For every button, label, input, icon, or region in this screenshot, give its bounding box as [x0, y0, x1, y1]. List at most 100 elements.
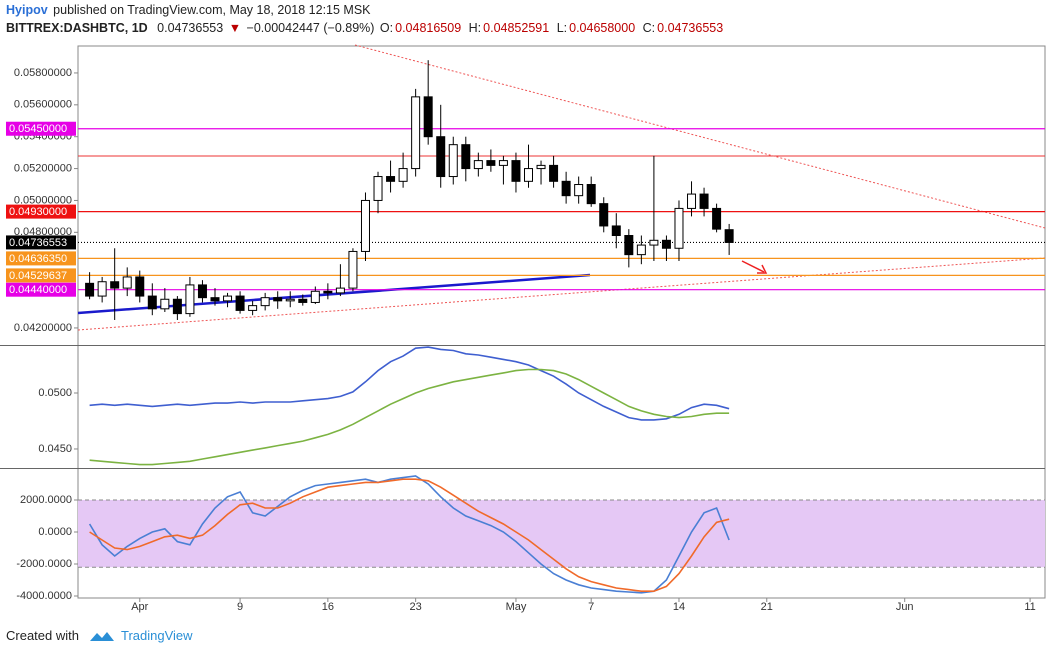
candle-body [373, 176, 383, 201]
candle-body [85, 282, 95, 297]
candle-body [411, 96, 421, 170]
candle-body [273, 297, 283, 302]
level-label-bg [6, 268, 76, 283]
level-label-bg [6, 282, 76, 297]
plot-frame [77, 45, 1046, 599]
y-tick-label: 0.04800000 [14, 226, 72, 238]
candle-body [223, 295, 233, 302]
candle-body [285, 298, 295, 302]
x-tick-label: May [506, 601, 527, 613]
arrow-head [757, 264, 768, 274]
created-with: Created with [6, 628, 79, 643]
candle-body [235, 295, 245, 311]
candle-body [611, 225, 621, 237]
x-tick-label: 21 [761, 601, 773, 613]
candle-body [524, 168, 533, 182]
candle-body [473, 160, 483, 170]
y-tick-label: 0.05800000 [14, 67, 72, 79]
x-tick-label: 11 [1024, 601, 1035, 613]
candle-body [599, 203, 609, 227]
y-tick-label: 2000.0000 [20, 494, 72, 506]
h-label: H: [468, 21, 482, 35]
h-value: 0.04852591 [483, 21, 550, 35]
level-label-bg [6, 235, 76, 250]
candle-body [323, 290, 333, 294]
x-tick-label: 7 [588, 601, 594, 613]
candle-body [122, 276, 132, 289]
candle-body [687, 193, 697, 209]
ohlc: L: 0.04658000 [557, 21, 637, 35]
candle-body [712, 207, 722, 230]
y-tick-label: 0.05200000 [14, 162, 72, 174]
ohlc: O: 0.04816509 [380, 21, 463, 35]
published: published on TradingView.com, May 18, 20… [53, 3, 371, 17]
band-layer [78, 499, 1045, 568]
level-label: 0.04930000 [9, 206, 67, 218]
candle-body [436, 136, 446, 178]
candle-body [423, 96, 433, 138]
level-label: 0.05450000 [9, 123, 67, 135]
author: Hyipov [6, 3, 48, 17]
level-label-bg [6, 121, 76, 136]
l-value: 0.04658000 [569, 21, 636, 35]
footer: Created with TradingView [6, 628, 193, 643]
candle-body [335, 287, 345, 294]
candle-body [210, 297, 220, 302]
candle-body [636, 244, 646, 256]
candle-body [624, 235, 634, 256]
level-label: 0.04736553 [9, 237, 67, 249]
candle-body [248, 305, 258, 311]
candle-body [360, 199, 370, 252]
candle-body [549, 164, 559, 182]
candle-body [147, 295, 157, 310]
candle-body [536, 164, 546, 170]
level-label-bg [6, 204, 76, 219]
c-label: C: [642, 21, 656, 35]
candle-body [135, 276, 145, 297]
candle-body [498, 160, 508, 166]
x-tick-label: Apr [131, 601, 148, 613]
candle-body [172, 298, 182, 315]
brand[interactable]: TradingView [120, 628, 193, 643]
marks: Apr 9 16 23 May 7 14 21 Jun 11 0.04200000 0.0480000… [6, 60, 1045, 613]
x-tick-label: 16 [322, 601, 334, 613]
arrow [741, 260, 765, 273]
x-tick-label: 9 [237, 601, 243, 613]
candle-body [461, 144, 471, 170]
level-label: 0.04440000 [9, 284, 67, 296]
y-tick-label: 0.05000000 [14, 194, 72, 206]
candle-body [661, 239, 671, 249]
candle-body [699, 193, 709, 209]
ohlc: H: 0.04852591 [469, 21, 552, 35]
trend-line [77, 257, 1046, 331]
y-tick-label: 0.0500 [38, 387, 72, 399]
y-tick-label: -4000.0000 [16, 590, 72, 602]
candle-body [298, 298, 308, 303]
candle-body [398, 168, 408, 182]
y-tick-label: 0.05600000 [14, 99, 72, 111]
candle-body [486, 160, 496, 166]
series-line [89, 346, 730, 421]
candle-body [185, 284, 195, 315]
candle-body [348, 250, 358, 289]
candle-body [511, 160, 521, 182]
candle-body [574, 184, 584, 197]
c-value: 0.04736553 [657, 21, 724, 35]
y-tick-label: 0.0000 [38, 526, 72, 538]
candle-body [310, 290, 320, 303]
candle-body [674, 207, 684, 249]
candle-body [649, 239, 659, 246]
o-value: 0.04816509 [395, 21, 462, 35]
candle-body [586, 184, 596, 205]
candle-body [160, 298, 170, 310]
ohlc: C: 0.04736553 [643, 21, 726, 35]
x-tick-label: 14 [673, 601, 685, 613]
trend-line [354, 44, 1046, 229]
arrow: ▼ [228, 21, 242, 35]
logo [89, 631, 114, 641]
candle-body [386, 176, 396, 182]
header-line: Hyipov published on TradingView.com, May… [6, 3, 373, 17]
x-tick-label: 23 [410, 601, 422, 613]
